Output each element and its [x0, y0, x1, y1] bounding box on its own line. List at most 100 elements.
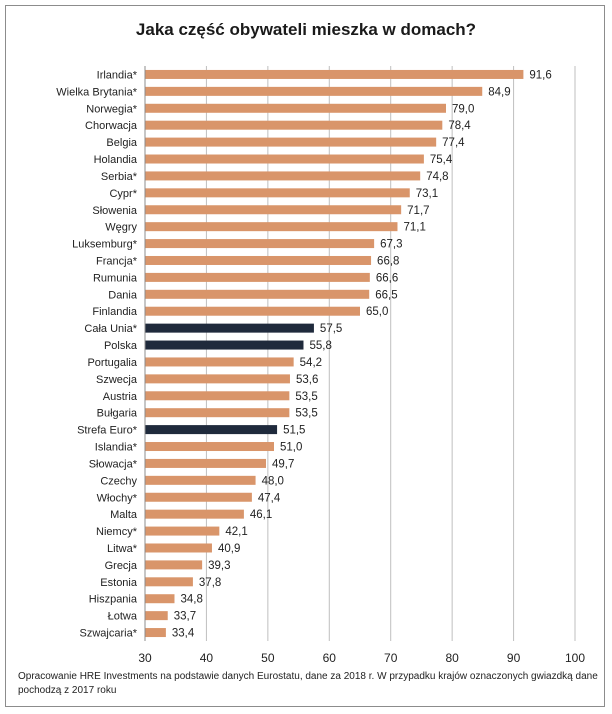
value-label: 53,5 — [295, 391, 317, 403]
value-label: 55,8 — [309, 340, 331, 352]
value-label: 66,6 — [376, 272, 398, 284]
bar — [145, 323, 314, 333]
category-label: Niemcy* — [96, 526, 138, 538]
bar — [145, 442, 274, 452]
value-label: 39,3 — [208, 560, 230, 572]
bar — [145, 86, 483, 96]
bar — [145, 188, 410, 198]
value-label: 73,1 — [416, 188, 438, 200]
bar — [145, 289, 370, 299]
x-tick-label: 70 — [384, 651, 398, 665]
value-label: 65,0 — [366, 306, 388, 318]
category-label: Litwa* — [107, 543, 138, 555]
category-label: Bułgaria — [97, 408, 138, 420]
category-label: Holandia — [94, 154, 138, 166]
category-label: Czechy — [100, 475, 137, 487]
category-label: Grecja — [105, 560, 138, 572]
category-label: Chorwacja — [85, 120, 138, 132]
value-label: 54,2 — [300, 357, 322, 369]
category-label: Malta — [110, 509, 138, 521]
value-label: 66,5 — [375, 289, 397, 301]
value-label: 67,3 — [380, 239, 402, 251]
value-label: 34,8 — [180, 594, 202, 606]
category-label: Szwajcaria* — [80, 628, 138, 640]
category-label: Szwecja — [96, 374, 138, 386]
value-label: 91,6 — [529, 69, 551, 81]
source-footnote: Opracowanie HRE Investments na podstawie… — [18, 671, 598, 696]
bar — [145, 492, 252, 502]
bar — [145, 628, 166, 638]
bar — [145, 340, 304, 350]
category-label: Strefa Euro* — [77, 425, 138, 437]
x-tick-label: 80 — [445, 651, 459, 665]
category-label: Cypr* — [109, 188, 137, 200]
category-label: Luksemburg* — [72, 239, 138, 251]
bar — [145, 69, 524, 79]
bar — [145, 222, 398, 232]
category-label: Portugalia — [87, 357, 137, 369]
bar — [145, 526, 220, 536]
value-label: 84,9 — [488, 86, 510, 98]
bar — [145, 374, 290, 384]
bar — [145, 577, 193, 587]
category-label: Austria — [103, 391, 138, 403]
bar — [145, 154, 424, 164]
category-label: Finlandia — [92, 306, 138, 318]
bar — [145, 306, 360, 316]
bar — [145, 425, 278, 435]
category-label: Belgia — [106, 137, 137, 149]
category-label: Hiszpania — [89, 594, 138, 606]
category-label: Węgry — [105, 222, 137, 234]
category-label: Włochy* — [97, 492, 138, 504]
value-label: 66,8 — [377, 255, 399, 267]
value-label: 51,0 — [280, 442, 302, 454]
category-label: Polska — [104, 340, 138, 352]
bar — [145, 543, 212, 553]
bar — [145, 137, 437, 147]
value-label: 77,4 — [442, 137, 465, 149]
value-label: 74,8 — [426, 171, 448, 183]
category-label: Islandia* — [95, 442, 138, 454]
value-label: 51,5 — [283, 425, 305, 437]
bar — [145, 458, 267, 468]
value-label: 33,7 — [174, 611, 196, 623]
x-tick-label: 50 — [261, 651, 275, 665]
bar — [145, 205, 402, 215]
value-label: 53,5 — [295, 408, 317, 420]
category-label: Słowenia — [92, 205, 138, 217]
value-label: 79,0 — [452, 103, 474, 115]
bar — [145, 255, 372, 265]
x-tick-label: 40 — [200, 651, 214, 665]
category-label: Słowacja* — [89, 458, 138, 470]
bar — [145, 475, 256, 485]
value-label: 48,0 — [262, 475, 284, 487]
value-label: 78,4 — [448, 120, 471, 132]
category-label: Łotwa — [108, 611, 138, 623]
value-label: 71,1 — [403, 222, 425, 234]
value-label: 37,8 — [199, 577, 221, 589]
value-label: 42,1 — [225, 526, 247, 538]
category-label: Francja* — [96, 255, 138, 267]
bar — [145, 357, 294, 367]
bar — [145, 611, 168, 621]
bar — [145, 103, 446, 113]
category-label: Wielka Brytania* — [56, 86, 137, 98]
value-label: 46,1 — [250, 509, 272, 521]
category-label: Serbia* — [101, 171, 138, 183]
bar — [145, 594, 175, 604]
category-label: Cała Unia* — [84, 323, 137, 335]
value-label: 33,4 — [172, 628, 195, 640]
bar — [145, 272, 370, 282]
bar — [145, 509, 244, 519]
x-tick-label: 90 — [507, 651, 521, 665]
value-label: 71,7 — [407, 205, 429, 217]
x-tick-label: 30 — [138, 651, 152, 665]
category-label: Rumunia — [93, 272, 138, 284]
value-label: 57,5 — [320, 323, 342, 335]
bar — [145, 120, 443, 130]
bar — [145, 560, 203, 570]
chart-title: Jaka część obywateli mieszka w domach? — [135, 20, 477, 39]
category-label: Estonia — [100, 577, 138, 589]
category-label: Irlandia* — [97, 69, 138, 81]
